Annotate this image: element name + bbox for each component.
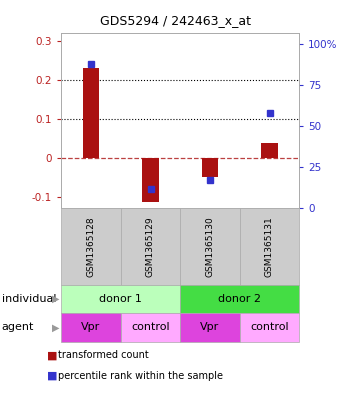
Text: control: control (250, 322, 289, 332)
Text: Vpr: Vpr (200, 322, 219, 332)
Text: GSM1365128: GSM1365128 (86, 216, 96, 277)
Bar (261, 143, 278, 158)
Text: Vpr: Vpr (81, 322, 101, 332)
Bar (202, 158, 218, 177)
Text: donor 2: donor 2 (218, 294, 261, 304)
Text: transformed count: transformed count (58, 350, 148, 360)
Text: GSM1365131: GSM1365131 (265, 216, 274, 277)
Text: ■: ■ (47, 371, 58, 380)
Text: ▶: ▶ (52, 322, 60, 332)
Text: ■: ■ (47, 350, 58, 360)
Text: GSM1365129: GSM1365129 (146, 216, 155, 277)
Text: GDS5294 / 242463_x_at: GDS5294 / 242463_x_at (99, 14, 251, 27)
Text: ▶: ▶ (52, 294, 60, 304)
Text: GSM1365130: GSM1365130 (205, 216, 215, 277)
Text: individual: individual (2, 294, 56, 304)
Text: donor 1: donor 1 (99, 294, 142, 304)
Text: percentile rank within the sample: percentile rank within the sample (58, 371, 223, 380)
Text: control: control (131, 322, 170, 332)
Bar (142, 158, 159, 202)
Text: agent: agent (2, 322, 34, 332)
Bar (83, 68, 99, 158)
